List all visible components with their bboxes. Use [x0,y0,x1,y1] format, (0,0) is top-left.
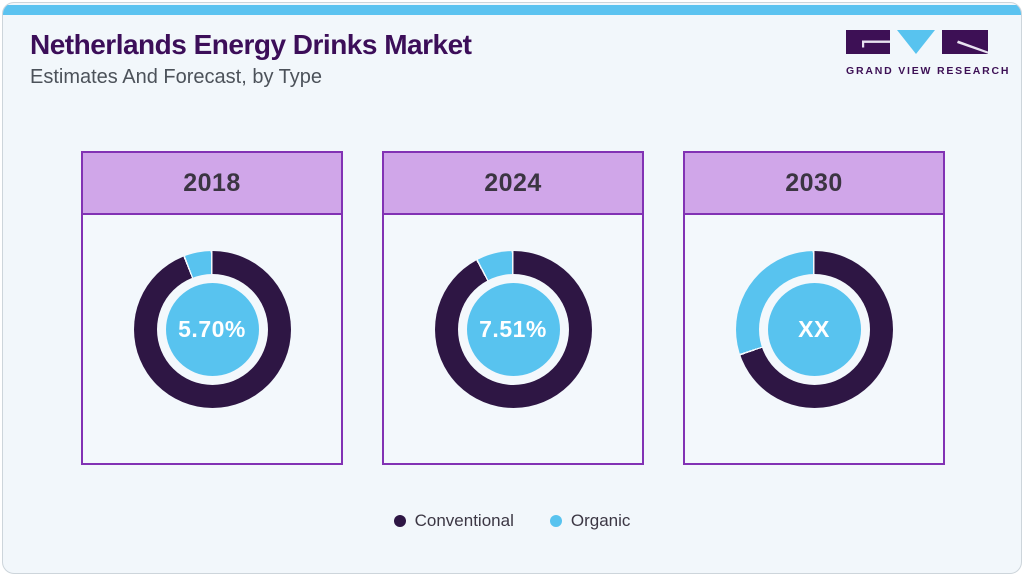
gvr-logo-icon [846,30,988,54]
conventional-dot-icon [393,515,406,527]
grand-view-research-logo: GRAND VIEW RESEARCH [846,29,1011,77]
top-accent-bar [3,5,1021,15]
donut-center-circle: 5.70% [165,283,259,376]
page-title: Netherlands Energy Drinks Market [30,29,472,60]
card-2030: 2030 XX [683,151,945,465]
legend: Conventional Organic [3,511,1021,531]
legend-label-conventional: Conventional [414,511,514,530]
page-header: Netherlands Energy Drinks Market Estimat… [30,29,472,89]
page-subtitle: Estimates And Forecast, by Type [30,66,322,88]
legend-label-organic: Organic [570,511,631,530]
card-2030-year: 2030 [685,153,943,215]
card-2024: 2024 7.51% [382,151,644,465]
card-2018-year: 2018 [83,153,341,215]
legend-item-organic: Organic [549,511,631,531]
donut-cards-row: 2018 5.70% 2024 7.51% 2030 XX [81,151,945,465]
donut-chart-2018: 5.70% [133,251,291,408]
logo-text: GRAND VIEW RESEARCH [846,65,1011,77]
card-2024-year: 2024 [384,153,642,215]
donut-center-value: XX [798,316,830,342]
organic-dot-icon [549,515,562,527]
donut-center-value: 5.70% [178,316,246,342]
donut-center-value: 7.51% [479,316,547,342]
donut-center-circle: XX [767,283,861,376]
donut-center-circle: 7.51% [466,283,560,376]
donut-chart-2030: XX [735,251,893,408]
donut-chart-2024: 7.51% [434,251,592,408]
card-2018: 2018 5.70% [81,151,343,465]
legend-item-conventional: Conventional [393,511,514,531]
